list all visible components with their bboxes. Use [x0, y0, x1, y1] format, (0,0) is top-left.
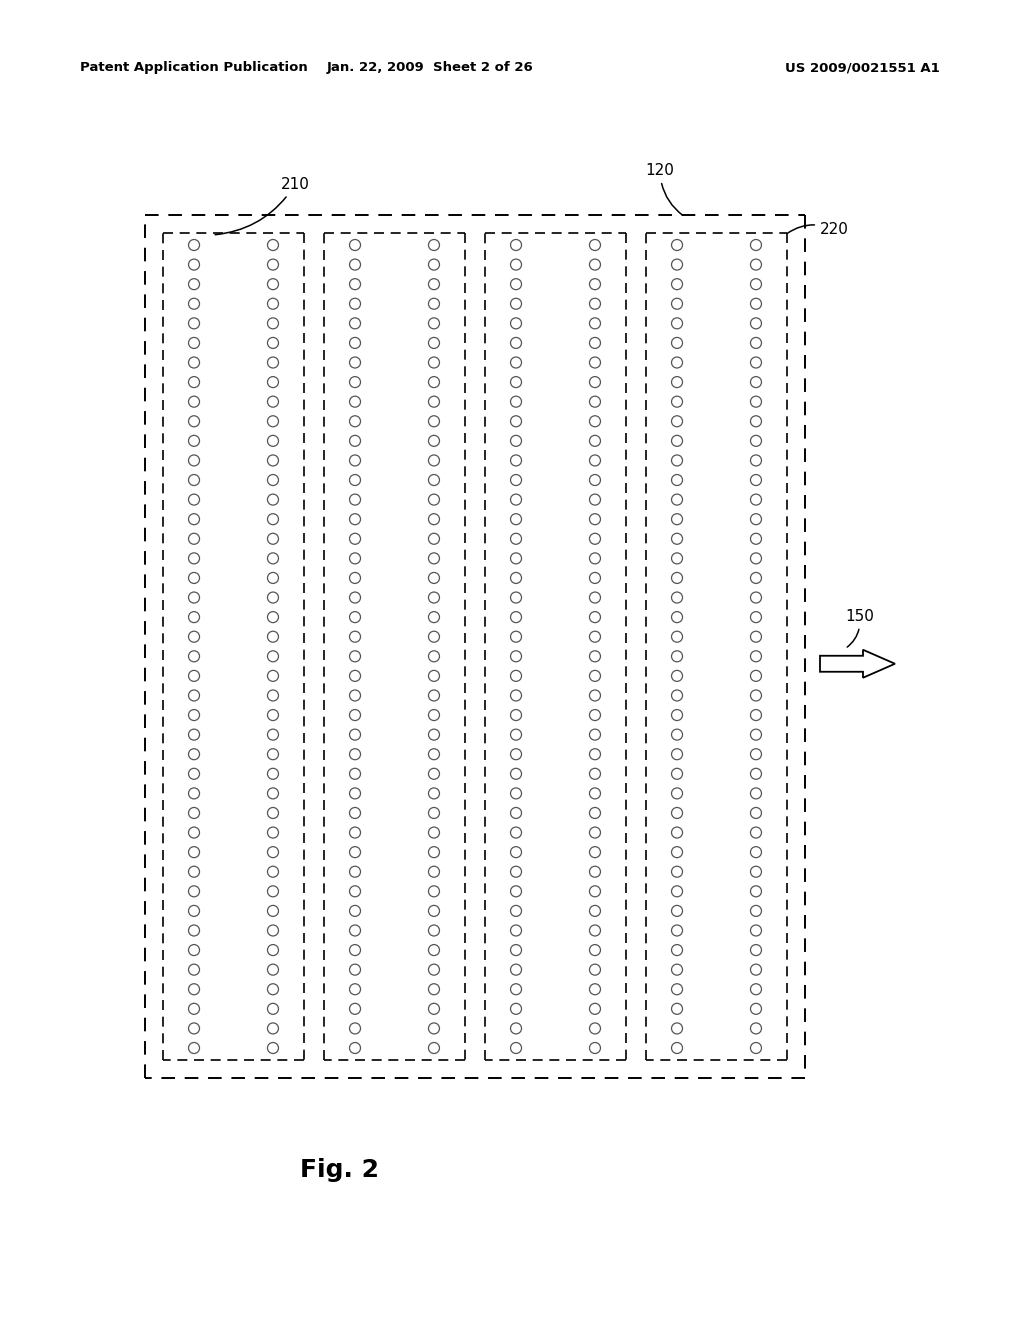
Text: 210: 210: [215, 177, 309, 235]
Text: 120: 120: [645, 162, 683, 215]
Text: 220: 220: [787, 223, 849, 238]
Text: US 2009/0021551 A1: US 2009/0021551 A1: [785, 62, 940, 74]
Text: Jan. 22, 2009  Sheet 2 of 26: Jan. 22, 2009 Sheet 2 of 26: [327, 62, 534, 74]
Text: 150: 150: [845, 609, 873, 647]
Text: Fig. 2: Fig. 2: [300, 1158, 380, 1181]
FancyArrow shape: [820, 649, 895, 677]
Text: Patent Application Publication: Patent Application Publication: [80, 62, 308, 74]
